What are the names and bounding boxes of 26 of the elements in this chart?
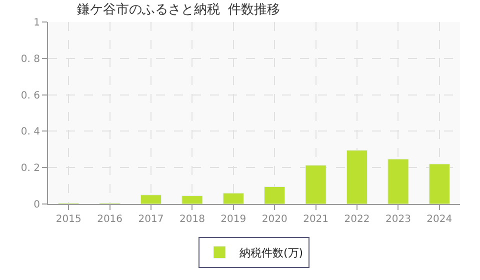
- bar: [388, 158, 409, 204]
- bar: [428, 164, 450, 204]
- bar: [305, 164, 326, 204]
- x-tick-label: 2021: [303, 214, 329, 225]
- bar: [182, 196, 203, 204]
- chart-title: 鎌ケ谷市のふるさと納税 件数推移: [76, 2, 280, 18]
- x-tick-label: 2022: [344, 214, 370, 225]
- y-tick-label: 0. 2: [20, 163, 40, 174]
- y-tick-label: 0: [34, 200, 40, 210]
- y-tick-label: 0. 4: [20, 126, 40, 138]
- y-tick-label: 1: [34, 18, 40, 28]
- x-tick-label: 2016: [97, 214, 123, 225]
- x-tick-label: 2020: [262, 214, 288, 225]
- bar: [222, 192, 244, 204]
- x-tick-label: 2024: [426, 214, 452, 225]
- legend-label: 納税件数(万): [240, 246, 304, 260]
- x-tick-label: 2018: [179, 214, 205, 225]
- x-tick-label: 2023: [385, 214, 411, 225]
- x-tick-label: 2019: [220, 214, 246, 225]
- bar: [140, 194, 162, 204]
- y-tick-label: 0. 8: [20, 54, 40, 65]
- x-tick-label: 2015: [56, 214, 82, 225]
- y-tick-label: 0. 6: [20, 90, 40, 102]
- bar: [346, 150, 368, 204]
- bar: [264, 186, 286, 204]
- x-tick-label: 2017: [138, 214, 164, 225]
